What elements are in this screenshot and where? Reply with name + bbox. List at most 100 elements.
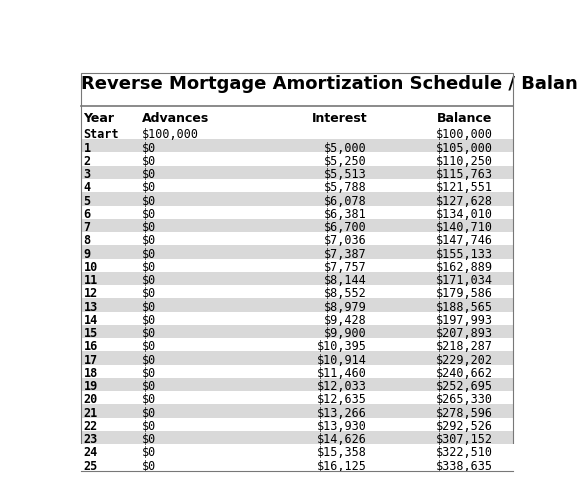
Bar — [81, 298, 513, 311]
Text: 1: 1 — [83, 142, 91, 155]
Text: $0: $0 — [142, 261, 156, 274]
Bar — [81, 418, 513, 431]
Text: $134,010: $134,010 — [435, 208, 492, 221]
Text: $179,586: $179,586 — [435, 287, 492, 300]
Text: $322,510: $322,510 — [435, 447, 492, 460]
Bar — [81, 192, 513, 206]
Text: $127,628: $127,628 — [435, 195, 492, 208]
Text: $8,144: $8,144 — [324, 274, 367, 287]
Bar — [81, 444, 513, 458]
Text: Start: Start — [83, 128, 119, 141]
Text: $6,700: $6,700 — [324, 221, 367, 234]
Text: $110,250: $110,250 — [435, 155, 492, 168]
Text: $0: $0 — [142, 274, 156, 287]
Text: Interest: Interest — [312, 112, 367, 125]
Bar — [81, 219, 513, 232]
Text: 10: 10 — [83, 261, 98, 274]
Text: $338,635: $338,635 — [435, 460, 492, 473]
Text: $0: $0 — [142, 394, 156, 407]
Text: $218,287: $218,287 — [435, 340, 492, 353]
Text: $0: $0 — [142, 208, 156, 221]
Text: 23: 23 — [83, 433, 98, 446]
Text: 8: 8 — [83, 235, 91, 248]
Text: 17: 17 — [83, 354, 98, 367]
Text: $0: $0 — [142, 195, 156, 208]
Text: $9,428: $9,428 — [324, 314, 367, 327]
Text: $0: $0 — [142, 181, 156, 195]
Text: $5,250: $5,250 — [324, 155, 367, 168]
Text: 18: 18 — [83, 367, 98, 380]
Text: 15: 15 — [83, 327, 98, 340]
Bar — [81, 232, 513, 246]
Text: $147,746: $147,746 — [435, 235, 492, 248]
Text: $7,757: $7,757 — [324, 261, 367, 274]
Text: $0: $0 — [142, 433, 156, 446]
Text: $121,551: $121,551 — [435, 181, 492, 195]
Text: 21: 21 — [83, 407, 98, 420]
Bar — [81, 258, 513, 272]
Text: $171,034: $171,034 — [435, 274, 492, 287]
Text: 14: 14 — [83, 314, 98, 327]
Text: $13,930: $13,930 — [317, 420, 367, 433]
Bar — [81, 365, 513, 378]
Text: 19: 19 — [83, 380, 98, 393]
Text: $5,788: $5,788 — [324, 181, 367, 195]
Text: $5,513: $5,513 — [324, 168, 367, 181]
Text: $13,266: $13,266 — [317, 407, 367, 420]
Bar — [81, 153, 513, 166]
Text: 9: 9 — [83, 248, 91, 260]
Bar — [81, 325, 513, 338]
Text: Reverse Mortgage Amortization Schedule / Balance by Year: Reverse Mortgage Amortization Schedule /… — [81, 75, 578, 93]
Text: $12,635: $12,635 — [317, 394, 367, 407]
Text: $16,125: $16,125 — [317, 460, 367, 473]
Text: $0: $0 — [142, 354, 156, 367]
Bar — [81, 272, 513, 285]
Text: $0: $0 — [142, 407, 156, 420]
Text: $105,000: $105,000 — [435, 142, 492, 155]
Text: $11,460: $11,460 — [317, 367, 367, 380]
Text: $0: $0 — [142, 221, 156, 234]
Text: $0: $0 — [142, 287, 156, 300]
Bar — [81, 458, 513, 471]
Bar — [81, 391, 513, 404]
Text: $0: $0 — [142, 142, 156, 155]
Text: Advances: Advances — [142, 112, 209, 125]
Text: $0: $0 — [142, 367, 156, 380]
Text: 11: 11 — [83, 274, 98, 287]
Text: $0: $0 — [142, 340, 156, 353]
Text: $6,078: $6,078 — [324, 195, 367, 208]
Text: $252,695: $252,695 — [435, 380, 492, 393]
Text: $0: $0 — [142, 248, 156, 260]
Text: $0: $0 — [142, 327, 156, 340]
Bar — [81, 139, 513, 153]
Text: 20: 20 — [83, 394, 98, 407]
Text: $0: $0 — [142, 235, 156, 248]
Text: $15,358: $15,358 — [317, 447, 367, 460]
Text: $7,387: $7,387 — [324, 248, 367, 260]
Text: $14,626: $14,626 — [317, 433, 367, 446]
Text: $7,036: $7,036 — [324, 235, 367, 248]
Text: 5: 5 — [83, 195, 91, 208]
Text: $140,710: $140,710 — [435, 221, 492, 234]
Text: $265,330: $265,330 — [435, 394, 492, 407]
Text: 7: 7 — [83, 221, 91, 234]
Text: $8,979: $8,979 — [324, 301, 367, 314]
Text: $0: $0 — [142, 314, 156, 327]
Text: $0: $0 — [142, 168, 156, 181]
Text: $12,033: $12,033 — [317, 380, 367, 393]
Text: $278,596: $278,596 — [435, 407, 492, 420]
Bar — [81, 338, 513, 351]
Text: 6: 6 — [83, 208, 91, 221]
Text: $100,000: $100,000 — [435, 128, 492, 141]
Text: 2: 2 — [83, 155, 91, 168]
Text: $0: $0 — [142, 301, 156, 314]
Bar — [81, 179, 513, 192]
Text: $8,552: $8,552 — [324, 287, 367, 300]
Text: Year: Year — [83, 112, 114, 125]
Text: 16: 16 — [83, 340, 98, 353]
Text: $0: $0 — [142, 460, 156, 473]
Bar — [81, 206, 513, 219]
Bar — [81, 166, 513, 179]
Text: $0: $0 — [142, 380, 156, 393]
Bar — [81, 285, 513, 298]
